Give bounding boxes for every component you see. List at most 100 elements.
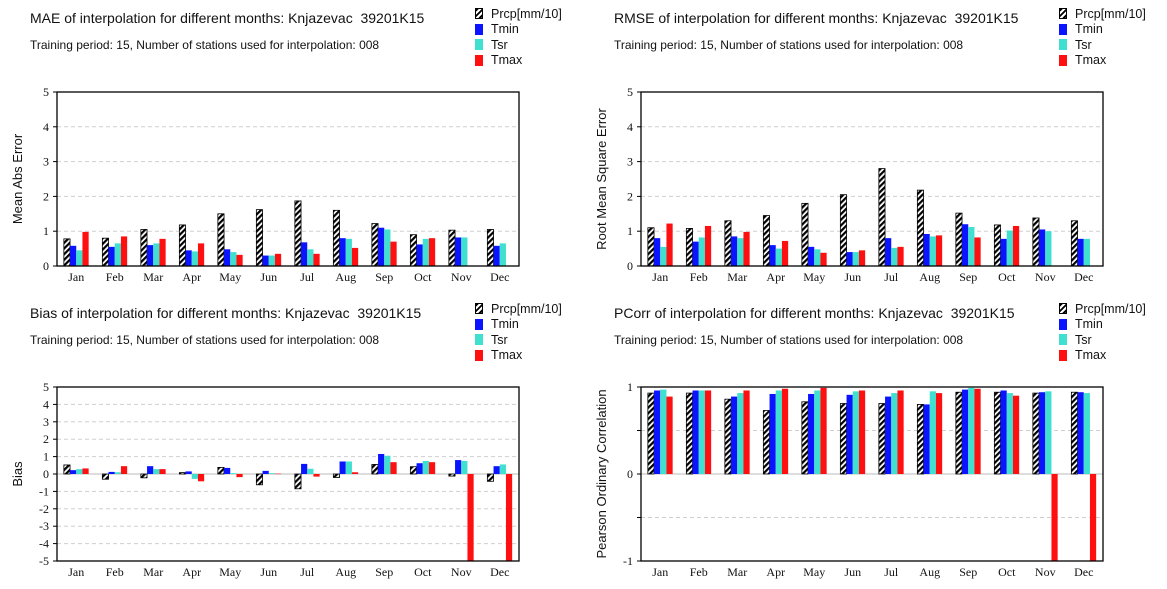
x-tick-label: May — [803, 270, 825, 284]
bar-tmin — [1077, 392, 1084, 474]
bar-tsr — [814, 249, 821, 266]
y-tick-label: -4 — [39, 537, 49, 551]
plot-frame — [640, 91, 1104, 267]
bar-tmax — [974, 237, 981, 266]
legend-item-tsr: Tsr — [1059, 37, 1146, 53]
bar-tsr — [929, 236, 936, 266]
bar-tmax — [781, 388, 789, 474]
chart-subtitle: Training period: 15, Number of stations … — [614, 38, 964, 52]
bar-tmax — [1012, 395, 1020, 474]
x-tick-label: Jun — [260, 565, 277, 579]
legend-item-prcp: Prcp[mm/10] — [475, 6, 562, 22]
x-tick-label: Sep — [375, 565, 393, 579]
legend-swatch-tsr — [1059, 334, 1067, 346]
bar-tmin — [1077, 238, 1084, 266]
y-tick-label: 0 — [43, 259, 49, 273]
x-tick-label: Dec — [1074, 270, 1093, 284]
bar-prcp — [409, 234, 417, 267]
bar-prcp — [685, 228, 693, 267]
legend-swatch-tmin — [1059, 23, 1067, 35]
bar-tmin — [493, 245, 500, 266]
bar-tmin — [416, 244, 423, 266]
bar-tmin — [692, 390, 699, 474]
bar-tmin — [455, 460, 462, 474]
bar-tmin — [769, 245, 776, 266]
bar-tsr — [1045, 391, 1052, 474]
y-tick-label: 1 — [627, 224, 633, 238]
x-tick-label: Jan — [652, 565, 668, 579]
bar-tmin — [885, 238, 892, 266]
x-tick-label: Aug — [919, 270, 940, 284]
bar-prcp — [486, 229, 494, 267]
bar-tmin — [654, 390, 661, 474]
bar-tmin — [654, 238, 661, 266]
bar-tmax — [390, 462, 397, 474]
legend-swatch-tsr — [475, 39, 483, 51]
x-tick-label: Jun — [844, 270, 861, 284]
x-tick-label: Feb — [690, 270, 708, 284]
bar-tmax — [666, 223, 673, 266]
bar-tmin — [147, 466, 154, 474]
legend-swatch-tmin — [1059, 318, 1067, 330]
x-tick-label: Mar — [143, 565, 163, 579]
bar-tmax — [159, 469, 166, 474]
bar-tsr — [345, 461, 352, 474]
bar-tmin — [885, 396, 892, 474]
y-tick-label: 0 — [627, 259, 633, 273]
bar-tmin — [224, 467, 231, 474]
pcorr-chart: -1 0 1 Jan Feb Mar Apr May Jun Jul Aug Sep Oct Nov Dec… — [594, 380, 1104, 579]
legend-swatch-tmax — [475, 54, 483, 66]
bar-tsr — [968, 227, 975, 266]
legend-label-prcp: Prcp[mm/10] — [491, 301, 562, 316]
bar-tmax — [1012, 225, 1020, 266]
bar-tsr — [775, 390, 782, 474]
plot-frame — [56, 91, 520, 267]
mae-panel: MAE of interpolation for different month… — [0, 0, 583, 294]
bias-chart: -5 -4 -3 -2 -1 0 1 2 3 4 5 Jan Feb Mar Apr May Jun Jul Aug… — [10, 380, 520, 579]
bar-prcp — [448, 229, 456, 267]
bar-tsr — [775, 248, 782, 266]
bar-tsr — [384, 455, 391, 474]
legend-item-tmin: Tmin — [1059, 22, 1146, 38]
bar-tsr — [422, 460, 429, 474]
legend: Prcp[mm/10] Tmin Tsr Tmax — [475, 6, 562, 68]
bar-prcp — [647, 392, 655, 475]
x-tick-label: Nov — [451, 270, 472, 284]
bar-tmax — [197, 474, 205, 482]
y-tick-label: -1 — [623, 554, 633, 568]
bar-tmin — [301, 463, 308, 474]
bar-tsr — [1083, 393, 1090, 474]
bar-tmax — [428, 238, 436, 266]
chart-subtitle: Training period: 15, Number of stations … — [614, 333, 964, 347]
legend-label-tmin: Tmin — [1075, 317, 1103, 332]
bar-prcp — [63, 464, 71, 475]
x-tick-label: Jun — [260, 270, 277, 284]
bar-prcp — [878, 168, 886, 267]
y-tick-label: 2 — [627, 189, 633, 203]
bar-tmax — [820, 252, 827, 266]
legend-swatch-tmax — [1059, 349, 1067, 361]
bar-tmin — [339, 238, 346, 266]
y-tick-label: 5 — [627, 85, 633, 99]
x-tick-label: Aug — [335, 565, 356, 579]
bar-prcp — [839, 194, 847, 267]
bar-tsr — [461, 237, 468, 266]
bar-tsr — [76, 250, 83, 266]
bar-tmax — [159, 238, 166, 266]
bar-prcp — [255, 209, 263, 267]
bar-tmin — [1000, 390, 1007, 474]
x-tick-label: Apr — [182, 565, 201, 579]
bar-tmax — [351, 472, 359, 474]
x-tick-label: Oct — [998, 270, 1016, 284]
bar-tmax — [704, 225, 712, 266]
legend-label-tsr: Tsr — [491, 332, 508, 347]
bar-prcp — [140, 473, 148, 479]
bar-prcp — [762, 410, 770, 475]
x-tick-label: Apr — [766, 270, 785, 284]
bar-prcp — [762, 215, 770, 267]
bar-tsr — [499, 243, 506, 266]
bar-prcp — [294, 473, 302, 490]
bar-prcp — [332, 209, 340, 267]
legend-label-tmin: Tmin — [491, 317, 519, 332]
y-tick-label: 1 — [43, 224, 49, 238]
